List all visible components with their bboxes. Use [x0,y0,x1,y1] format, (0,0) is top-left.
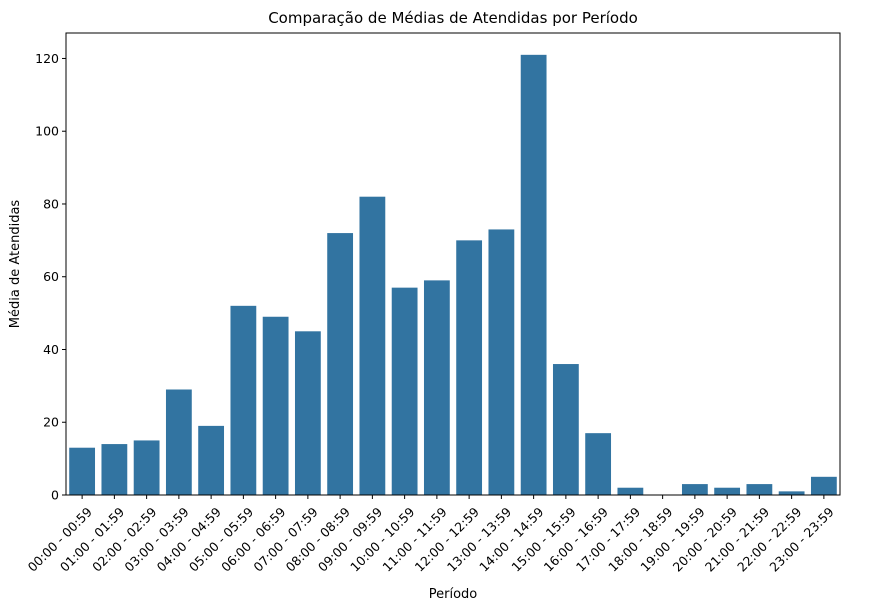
bar-2 [133,440,160,495]
y-tick-label: 100 [35,124,59,139]
bar-13 [488,229,515,495]
bar-9 [359,196,386,495]
plot-area [65,32,841,496]
bar-23 [810,476,837,495]
bar-4 [198,425,225,495]
y-tick-label: 120 [35,51,59,66]
bar-5 [230,305,257,495]
y-tick-label: 60 [43,269,59,284]
bar-21 [746,484,773,495]
y-axis-label: Média de Atendidas [8,200,23,329]
y-axis: 0 20 40 60 80 100 120 [35,51,66,503]
bar-6 [262,316,289,495]
bar-11 [423,280,450,495]
bar-22 [778,491,805,495]
bar-19 [681,484,708,495]
y-tick-label: 80 [43,196,59,211]
bar-8 [327,233,354,495]
y-tick-label: 40 [43,342,59,357]
y-tick-label: 0 [51,488,59,503]
bar-10 [391,287,418,495]
bar-7 [294,331,321,495]
bar-1 [101,444,128,495]
chart-title: Comparação de Médias de Atendidas por Pe… [268,9,638,27]
bar-3 [165,389,192,495]
bar-15 [552,364,579,495]
bar-12 [456,240,483,495]
bar-16 [585,433,612,495]
bar-0 [69,447,96,495]
y-tick-label: 20 [43,415,59,430]
bar-17 [617,487,644,495]
plot-frame [65,32,841,496]
bar-20 [714,487,741,495]
x-axis-label: Período [429,587,478,602]
bar-14 [520,54,547,495]
